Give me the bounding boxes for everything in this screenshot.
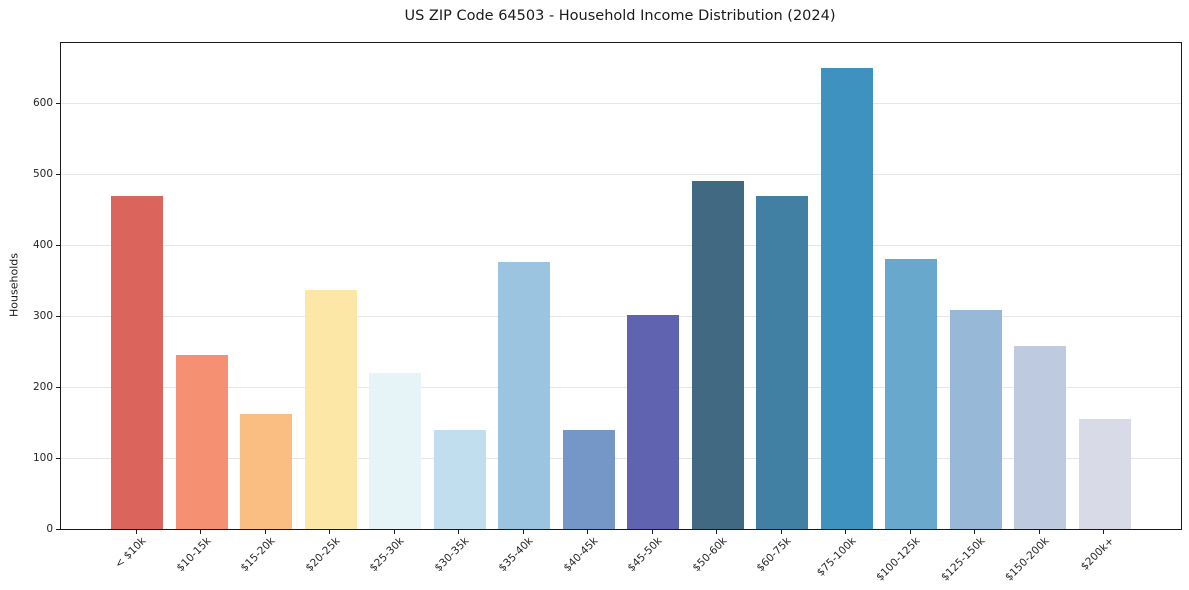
x-tick-mark bbox=[1038, 529, 1040, 534]
y-gridline bbox=[61, 386, 1181, 388]
y-gridline bbox=[61, 244, 1181, 246]
y-tick-mark bbox=[55, 386, 60, 388]
bar-$125-150k bbox=[949, 310, 1002, 529]
y-tick-label: 100 bbox=[32, 451, 53, 464]
x-tick-label: $10-15k bbox=[174, 535, 214, 575]
bar-< $10k bbox=[111, 195, 164, 529]
y-gridline bbox=[61, 102, 1181, 104]
x-tick-mark bbox=[1103, 529, 1105, 534]
x-tick-mark bbox=[393, 529, 395, 534]
bar-$200k+ bbox=[1078, 419, 1131, 529]
x-tick-mark bbox=[522, 529, 524, 534]
x-tick-label: $35-40k bbox=[496, 535, 536, 575]
x-tick-mark bbox=[458, 529, 460, 534]
x-tick-label: $125-150k bbox=[938, 535, 988, 584]
y-tick-mark bbox=[55, 173, 60, 175]
bar-$25-30k bbox=[369, 372, 422, 529]
bar-$45-50k bbox=[627, 314, 680, 529]
x-tick-mark bbox=[587, 529, 589, 534]
x-tick-mark bbox=[329, 529, 331, 534]
x-tick-label: $40-45k bbox=[561, 535, 601, 575]
y-tick-label: 400 bbox=[32, 238, 53, 251]
x-tick-label: $75-100k bbox=[814, 535, 859, 579]
x-tick-label: $100-125k bbox=[874, 535, 923, 584]
y-tick-mark bbox=[55, 102, 60, 104]
bar-$20-25k bbox=[304, 289, 357, 529]
plot-area bbox=[60, 42, 1182, 530]
x-tick-mark bbox=[135, 529, 137, 534]
x-tick-label: $50-60k bbox=[690, 535, 730, 575]
y-axis-label: Households bbox=[7, 253, 21, 317]
x-tick-label: $60-75k bbox=[754, 535, 794, 575]
y-gridline bbox=[61, 173, 1181, 175]
y-gridline bbox=[61, 457, 1181, 459]
x-tick-label: $30-35k bbox=[432, 535, 472, 575]
y-tick-label: 0 bbox=[46, 522, 53, 535]
x-tick-label: $20-25k bbox=[303, 535, 343, 575]
y-tick-label: 500 bbox=[32, 167, 53, 180]
x-tick-label: < $10k bbox=[113, 535, 149, 571]
y-tick-mark bbox=[55, 315, 60, 317]
bar-$60-75k bbox=[756, 195, 809, 529]
bar-$100-125k bbox=[885, 259, 938, 529]
bar-$15-20k bbox=[240, 414, 293, 529]
x-tick-label: $15-20k bbox=[238, 535, 278, 575]
y-gridline bbox=[61, 315, 1181, 317]
x-tick-label: $45-50k bbox=[625, 535, 665, 575]
x-tick-mark bbox=[264, 529, 266, 534]
y-tick-mark bbox=[55, 528, 60, 530]
x-tick-label: $150-200k bbox=[1003, 535, 1052, 584]
bar-$40-45k bbox=[562, 429, 615, 529]
x-tick-mark bbox=[974, 529, 976, 534]
y-tick-label: 300 bbox=[32, 309, 53, 322]
bar-$10-15k bbox=[175, 355, 228, 529]
y-tick-label: 600 bbox=[32, 96, 53, 109]
bar-$75-100k bbox=[820, 67, 873, 529]
x-tick-mark bbox=[651, 529, 653, 534]
x-tick-mark bbox=[845, 529, 847, 534]
x-tick-mark bbox=[780, 529, 782, 534]
y-tick-mark bbox=[55, 244, 60, 246]
bar-$30-35k bbox=[433, 429, 486, 529]
y-tick-label: 200 bbox=[32, 380, 53, 393]
x-tick-label: $25-30k bbox=[367, 535, 407, 575]
x-tick-mark bbox=[716, 529, 718, 534]
chart-title: US ZIP Code 64503 - Household Income Dis… bbox=[404, 8, 836, 24]
bar-$50-60k bbox=[691, 181, 744, 529]
bar-$35-40k bbox=[498, 261, 551, 529]
bar-$150-200k bbox=[1014, 345, 1067, 529]
x-tick-label: $200k+ bbox=[1078, 535, 1117, 573]
x-tick-mark bbox=[200, 529, 202, 534]
y-tick-mark bbox=[55, 457, 60, 459]
x-tick-mark bbox=[909, 529, 911, 534]
